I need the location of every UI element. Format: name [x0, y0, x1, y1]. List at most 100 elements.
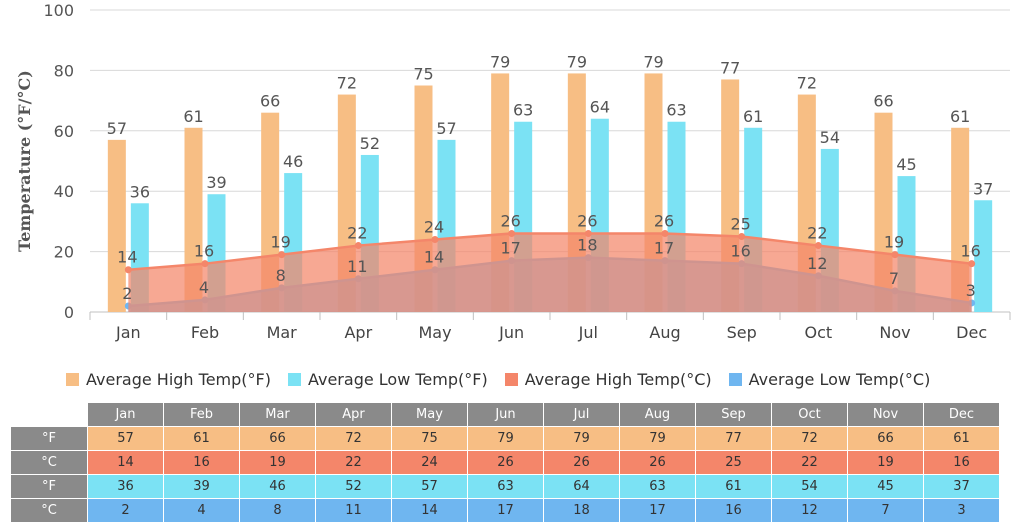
label-low-c: 4	[199, 278, 209, 297]
point-high-c	[891, 251, 899, 259]
label-high-f: 77	[720, 58, 740, 77]
table-month-header: Dec	[923, 402, 1000, 427]
label-low-c: 17	[500, 239, 520, 258]
table-month-header: Nov	[847, 402, 924, 427]
line-high-c	[128, 232, 972, 271]
label-low-f: 63	[513, 101, 533, 120]
bar-low-f	[974, 200, 993, 312]
table-row: °C 2 4 8 11 14 17 18 17 16 12 7 3	[10, 498, 1000, 523]
table-cell: 72	[771, 426, 848, 451]
legend-swatch-low-c	[728, 372, 742, 386]
temperature-chart: 0 20 40 60 80 100 Temperature (°F/°C) Jan Feb Mar…	[15, 1, 1011, 342]
table-cell: 26	[467, 450, 544, 475]
legend-item-high-c[interactable]: Average High Temp(°C)	[504, 370, 712, 389]
label-low-f: 45	[896, 155, 916, 174]
table-cell: 16	[163, 450, 240, 475]
label-high-f: 66	[873, 92, 893, 111]
label-high-c: 24	[424, 218, 444, 237]
point-high-c	[661, 229, 669, 237]
table-cell: 26	[543, 450, 620, 475]
y-tick-label: 0	[64, 303, 74, 322]
label-high-f: 66	[260, 92, 280, 111]
table-cell: 64	[543, 474, 620, 499]
label-low-c: 7	[889, 269, 899, 288]
table-cell: 66	[847, 426, 924, 451]
x-tick-label: Feb	[191, 323, 219, 342]
table-month-header: Aug	[619, 402, 696, 427]
table-cell: 77	[695, 426, 772, 451]
label-low-f: 57	[436, 119, 456, 138]
x-tick-label: Apr	[344, 323, 372, 342]
table-cell: 72	[315, 426, 392, 451]
label-high-c: 22	[347, 224, 367, 243]
table-cell: 36	[87, 474, 164, 499]
table-month-header: Jan	[87, 402, 164, 427]
x-tick-label: Jun	[498, 323, 524, 342]
table-row: °F 57 61 66 72 75 79 79 79 77 72 66 61	[10, 426, 1000, 451]
table-cell: 11	[315, 498, 392, 523]
label-high-f: 79	[490, 52, 510, 71]
label-high-c: 25	[730, 215, 750, 234]
y-tick-label: 40	[54, 182, 74, 201]
table-cell: 14	[391, 498, 468, 523]
table-month-header: Oct	[771, 402, 848, 427]
label-low-c: 11	[347, 257, 367, 276]
y-tick-label: 100	[43, 1, 74, 20]
table-cell: 3	[923, 498, 1000, 523]
table-cell: 57	[87, 426, 164, 451]
table-cell: 7	[847, 498, 924, 523]
label-low-c: 2	[122, 284, 132, 303]
table-body: °F 57 61 66 72 75 79 79 79 77 72 66 61 °C 14 16 19 22 24 26…	[10, 426, 1000, 523]
label-high-f: 79	[643, 52, 663, 71]
table-cell: 4	[163, 498, 240, 523]
table-row-label: °F	[10, 426, 88, 451]
table-row-label: °C	[10, 450, 88, 475]
x-tick-label: Mar	[267, 323, 298, 342]
table-cell: 61	[923, 426, 1000, 451]
legend-label-low-c: Average Low Temp(°C)	[748, 369, 931, 389]
point-high-c	[431, 236, 439, 244]
label-high-c: 19	[884, 233, 904, 252]
table-cell: 22	[315, 450, 392, 475]
label-high-c: 14	[117, 248, 137, 267]
table-cell: 8	[239, 498, 316, 523]
table-cell: 16	[695, 498, 772, 523]
table-cell: 37	[923, 474, 1000, 499]
label-low-c: 12	[807, 254, 827, 273]
table-cell: 24	[391, 450, 468, 475]
table-cell: 22	[771, 450, 848, 475]
table-row: °F 36 39 46 52 57 63 64 63 61 54 45 37	[10, 474, 1000, 499]
x-tick-label: May	[418, 323, 451, 342]
label-low-c: 8	[276, 266, 286, 285]
legend-label-low-f: Average Low Temp(°F)	[307, 369, 488, 389]
table-cell: 79	[619, 426, 696, 451]
table-cell: 17	[467, 498, 544, 523]
label-high-f: 72	[797, 74, 817, 93]
label-low-f: 37	[973, 179, 993, 198]
label-high-c: 16	[194, 242, 214, 261]
label-low-f: 63	[666, 101, 686, 120]
table-cell: 16	[923, 450, 1000, 475]
y-tick-label: 80	[54, 61, 74, 80]
table-cell: 61	[695, 474, 772, 499]
y-tick-label: 20	[54, 243, 74, 262]
table-cell: 2	[87, 498, 164, 523]
table-month-header: Feb	[163, 402, 240, 427]
table-row-label: °F	[10, 474, 88, 499]
legend-item-high-f[interactable]: Average High Temp(°F)	[66, 370, 271, 389]
table-cell: 19	[239, 450, 316, 475]
label-low-f: 46	[283, 152, 303, 171]
chart-legend: Average High Temp(°F) Average Low Temp(°…	[66, 367, 947, 391]
table-cell: 19	[847, 450, 924, 475]
legend-item-low-f[interactable]: Average Low Temp(°F)	[287, 369, 488, 389]
label-low-f: 64	[590, 98, 610, 117]
x-tick-label: Dec	[956, 323, 987, 342]
table-cell: 63	[467, 474, 544, 499]
table-cell: 52	[315, 474, 392, 499]
table-cell: 45	[847, 474, 924, 499]
label-high-c: 22	[807, 224, 827, 243]
table-month-header: May	[391, 402, 468, 427]
table-cell: 63	[619, 474, 696, 499]
label-high-f: 75	[413, 65, 433, 84]
legend-item-low-c[interactable]: Average Low Temp(°C)	[728, 369, 931, 389]
